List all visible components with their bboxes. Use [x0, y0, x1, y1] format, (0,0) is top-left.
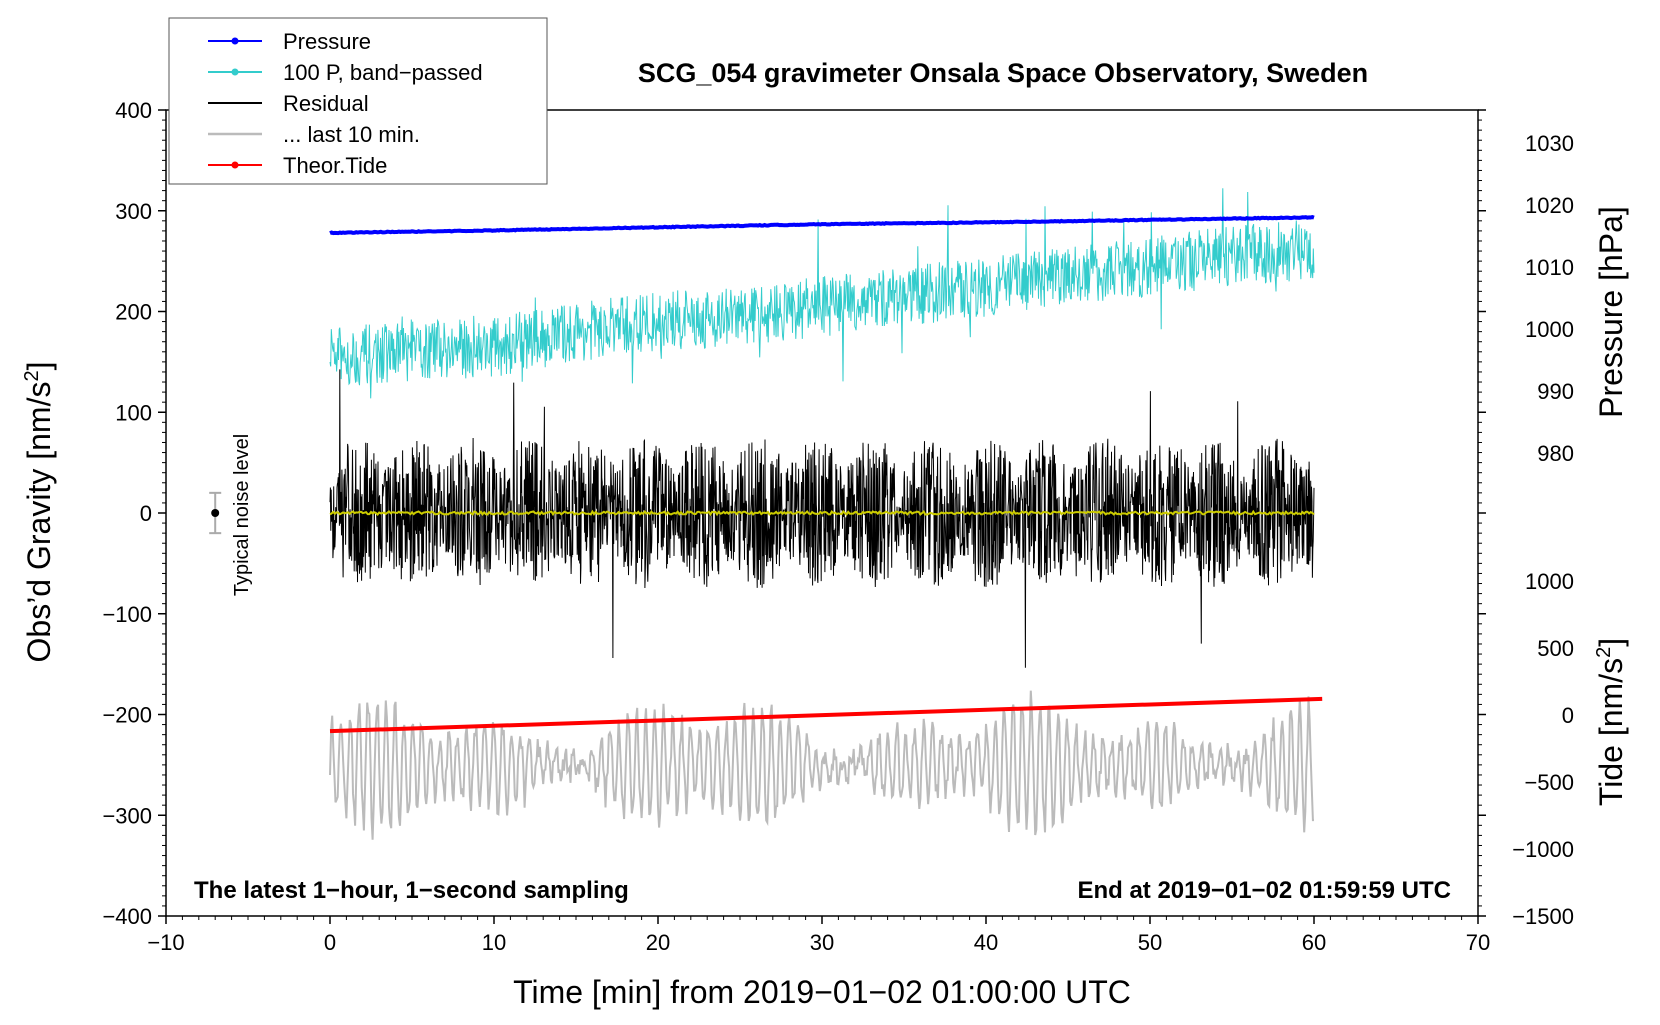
x-tick-label: 40 — [974, 930, 998, 955]
x-tick-label: 0 — [324, 930, 336, 955]
legend: Pressure 100 P, band−passed Residual ... la… — [168, 17, 548, 185]
y-tick-label: −400 — [102, 904, 152, 929]
y-tick-label: −100 — [102, 602, 152, 627]
pressure-tick-label: 1000 — [1525, 317, 1574, 342]
noise-level-label: Typical noise level — [231, 434, 253, 596]
legend-label: ... last 10 min. — [283, 122, 420, 147]
legend-marker — [231, 68, 239, 76]
legend-label: Theor.Tide — [283, 153, 387, 178]
y-tick-label: 300 — [115, 199, 152, 224]
series-theoretical-tide — [329, 696, 1323, 734]
y-axis-label-pressure: Pressure [hPa] — [1593, 206, 1629, 418]
tide-tick-label: 500 — [1537, 636, 1574, 661]
y-tick-label: 400 — [115, 98, 152, 123]
tide-tick-label: −1000 — [1512, 837, 1574, 862]
legend-box — [168, 17, 548, 185]
x-axis-label: Time [min] from 2019−01−02 01:00:00 UTC — [513, 974, 1131, 1010]
pressure-tick-label: 990 — [1537, 379, 1574, 404]
noise-level-marker — [211, 509, 220, 517]
y-tick-label: −200 — [102, 703, 152, 728]
series-band-passed — [329, 188, 1315, 399]
y-tick-label: 0 — [140, 501, 152, 526]
tide-tick-label: 0 — [1562, 703, 1574, 728]
tide-tick-label: −500 — [1524, 770, 1574, 795]
legend-marker — [231, 37, 239, 45]
pressure-tick-label: 1020 — [1525, 193, 1574, 218]
legend-label: 100 P, band−passed — [283, 60, 483, 85]
y-tick-label: −300 — [102, 803, 152, 828]
series-residual-smoothed — [329, 509, 1315, 517]
series-residual — [329, 369, 1315, 668]
x-tick-label: 10 — [482, 930, 506, 955]
series-layer — [209, 188, 1323, 840]
y-axis-label-left-superscript: 2 — [21, 370, 43, 381]
chart-title: SCG_054 gravimeter Onsala Space Observat… — [638, 58, 1368, 88]
tide-tick-label: −1500 — [1512, 904, 1574, 929]
x-tick-label: 70 — [1466, 930, 1490, 955]
y-tick-label: 100 — [115, 400, 152, 425]
axes-layer: −10 0 10 20 30 40 50 60 704003002001000−100−200−… — [102, 98, 1574, 955]
legend-label: Residual — [283, 91, 369, 116]
legend-label: Pressure — [283, 29, 371, 54]
x-tick-label: 30 — [810, 930, 834, 955]
y-axis-label-left: Obs’d Gravity [nm/s2] — [21, 362, 57, 663]
pressure-tick-label: 980 — [1537, 441, 1574, 466]
y-tick-label: 200 — [115, 300, 152, 325]
pressure-tick-label: 1030 — [1525, 131, 1574, 156]
legend-marker — [231, 161, 239, 169]
y-axis-label-tide: Tide [nm/s2] — [1593, 638, 1629, 806]
y-axis-label-tide-superscript: 2 — [1593, 647, 1615, 658]
bottom-left-annotation: The latest 1−hour, 1−second sampling — [194, 877, 629, 904]
x-tick-label: 60 — [1302, 930, 1326, 955]
series-pressure — [329, 215, 1315, 236]
tide-tick-label: 1000 — [1525, 569, 1574, 594]
x-tick-label: 50 — [1138, 930, 1162, 955]
x-tick-label: −10 — [147, 930, 184, 955]
x-tick-label: 20 — [646, 930, 670, 955]
pressure-tick-label: 1010 — [1525, 255, 1574, 280]
bottom-right-annotation: End at 2019−01−02 01:59:59 UTC — [1077, 877, 1451, 904]
